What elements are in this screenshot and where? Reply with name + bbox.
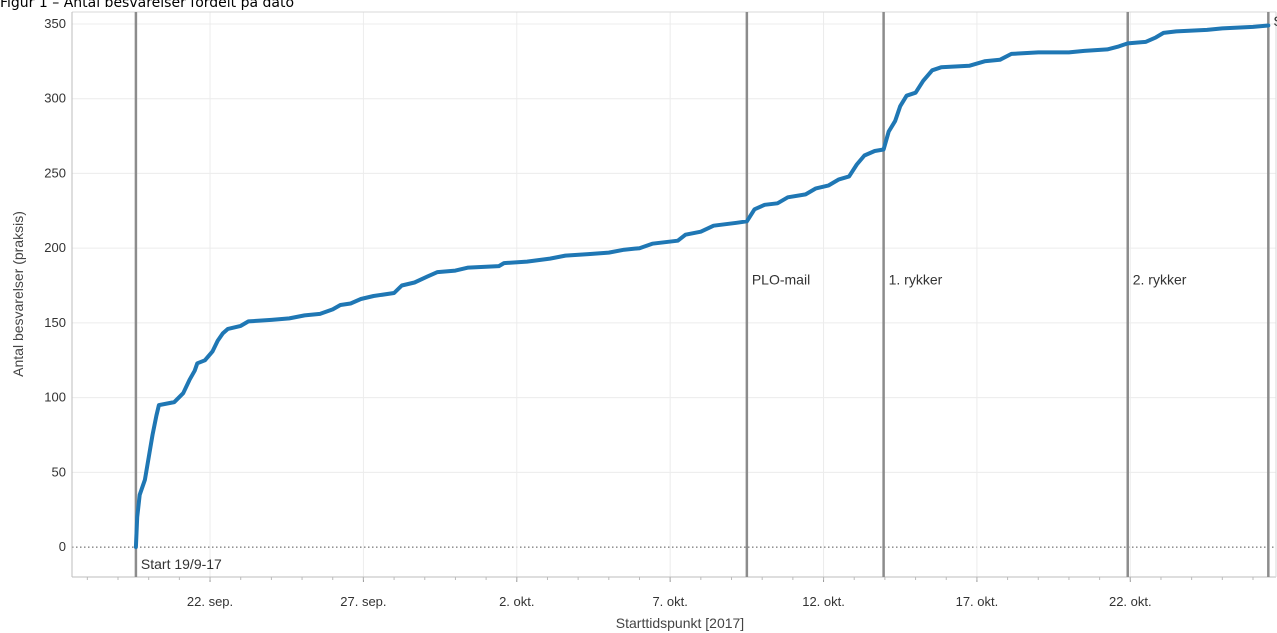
y-axis-title: Antal besvarelser (praksis) xyxy=(10,211,26,377)
y-tick-label: 100 xyxy=(44,390,66,405)
y-tick-label: 300 xyxy=(44,91,66,106)
x-tick-label: 7. okt. xyxy=(652,594,687,609)
event-marker-label: Slut xyxy=(1273,13,1277,29)
y-tick-label: 250 xyxy=(44,165,66,180)
x-tick-label: 22. okt. xyxy=(1109,594,1152,609)
y-tick-label: 150 xyxy=(44,315,66,330)
event-marker-label: 1. rykker xyxy=(889,272,943,288)
annotation-layer: Start 19/9-17 PLO-mail 1. rykker 2. rykker S… xyxy=(141,13,1277,572)
x-tick-label: 22. sep. xyxy=(187,594,233,609)
x-tick-label: 27. sep. xyxy=(340,594,386,609)
grid-layer xyxy=(72,12,1276,577)
tick-layer: 0 50 100 150 200 250 300 350 22. sep. 27. sep. 2. … xyxy=(44,16,1254,609)
y-tick-label: 0 xyxy=(59,539,66,554)
x-axis-title: Starttidspunkt [2017] xyxy=(616,615,744,631)
marker-layer xyxy=(134,12,1270,577)
axis-layer xyxy=(71,11,1277,578)
event-marker-label: Start 19/9-17 xyxy=(141,556,222,572)
event-marker-label: 2. rykker xyxy=(1133,272,1187,288)
x-tick-label: 17. okt. xyxy=(956,594,999,609)
y-tick-label: 50 xyxy=(52,464,66,479)
cumulative-series-line xyxy=(133,23,1271,550)
x-tick-label: 2. okt. xyxy=(499,594,534,609)
series-layer xyxy=(133,23,1271,550)
x-tick-label: 12. okt. xyxy=(802,594,845,609)
y-tick-label: 200 xyxy=(44,240,66,255)
figure-caption: Figur 1 – Antal besvarelser fordelt på d… xyxy=(0,0,295,11)
event-marker-label: PLO-mail xyxy=(752,272,810,288)
y-tick-label: 350 xyxy=(44,16,66,31)
